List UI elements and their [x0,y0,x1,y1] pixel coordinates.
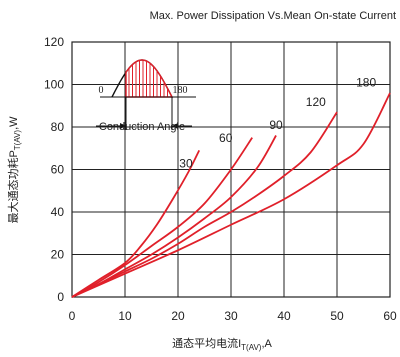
inset-left-label: 0 [99,85,104,96]
chart-series-group [71,92,391,298]
series-line-180 [71,92,391,298]
series-label-60: 60 [219,131,233,145]
y-tick-label: 40 [51,205,65,219]
x-tick-label: 0 [69,309,76,323]
chart-series-labels: 30 60 90 120 180 [179,76,376,171]
series-line-30 [71,149,201,298]
inset-arrowhead-right [172,123,178,129]
series-line-90 [71,135,277,298]
y-tick-label: 60 [51,163,65,177]
y-tick-label: 120 [44,35,64,49]
x-tick-label: 50 [330,309,344,323]
y-tick-label: 100 [44,78,64,92]
inset-right-label: 180 [173,85,188,96]
chart-grid [72,42,390,297]
x-axis-label: 通态平均电流IT(AV),A [172,336,272,352]
series-label-90: 90 [269,118,283,132]
inset-arrowhead-left [120,123,126,129]
series-label-30: 30 [179,156,193,170]
inset-sine-curve [111,59,173,98]
inset-conduction-area [125,59,174,98]
y-tick-label: 0 [57,290,64,304]
x-tick-label: 30 [224,309,238,323]
x-tick-label: 20 [171,309,185,323]
x-tick-label: 60 [383,309,397,323]
inset-waveform [96,59,196,130]
x-tick-label: 10 [118,309,132,323]
series-label-120: 120 [306,95,326,109]
y-tick-label: 80 [51,120,65,134]
y-axis-label: 最大通态功耗PT(AV),W [6,116,22,224]
x-tick-label: 40 [277,309,291,323]
plot-frame [71,41,391,298]
series-line-60 [71,137,253,298]
conduction-angle-inset: 0 180 Conduction Angle [96,59,196,133]
inset-caption: Conduction Angle [99,121,185,133]
y-tick-label: 20 [51,248,65,262]
chart-title: Max. Power Dissipation Vs.Mean On-state … [150,10,396,22]
chart-axes: 0 10 20 30 40 50 60 0 20 40 60 80 100 120 [44,35,397,323]
series-label-180: 180 [356,76,376,90]
series-line-120 [71,111,338,298]
